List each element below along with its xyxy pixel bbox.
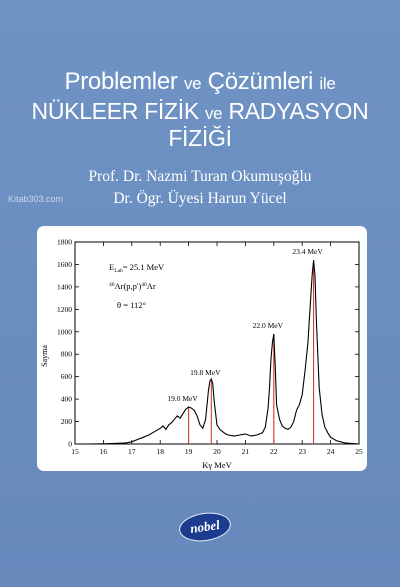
publisher-logo: nobel xyxy=(177,509,233,545)
x-tick-label: 21 xyxy=(242,447,250,456)
y-tick-label: 1400 xyxy=(57,282,72,291)
title-line-2: NÜKLEER FİZİK ve RADYASYON FİZİĞİ xyxy=(0,98,400,152)
watermark: Kitab303.com xyxy=(8,194,64,204)
x-tick-label: 23 xyxy=(298,447,306,456)
author-secondary: Dr. Ögr. Üyesi Harun Yücel xyxy=(113,190,287,207)
y-tick-label: 1200 xyxy=(57,305,72,314)
annotation-reaction-sup1: 40 xyxy=(109,282,115,288)
x-tick-label: 16 xyxy=(100,447,108,456)
y-tick-label: 400 xyxy=(61,395,73,404)
peak-label: 22.0 MeV xyxy=(253,321,284,330)
x-tick-label: 18 xyxy=(156,447,164,456)
annotation-energy-symbol: E xyxy=(109,262,114,272)
x-axis-label: Kγ MeV xyxy=(202,460,232,470)
spectrum-chart-card: 15 16 17 18 19 20 21 22 23 24 25 0 200 400 600 800 1000 1… xyxy=(37,226,367,471)
author-primary: Prof. Dr. Nazmi Turan Okumuşoğlu xyxy=(88,168,312,185)
title-word-ile: ile xyxy=(319,74,336,93)
annotation-reaction-mid: Ar(p,p') xyxy=(115,281,142,291)
legend-annotation: ELab= 25.1 MeV 40Ar(p,p')40Ar θ = 112° xyxy=(109,262,165,310)
peak-labels: 19.0 MeV 19.8 MeV 22.0 MeV 23.4 MeV xyxy=(167,247,323,403)
y-tick-label: 1800 xyxy=(57,238,72,247)
y-tick-label: 1600 xyxy=(57,260,72,269)
peak-label: 19.8 MeV xyxy=(190,368,221,377)
x-tick-label: 17 xyxy=(128,447,136,456)
x-tick-label: 25 xyxy=(355,447,363,456)
y-tick-label: 600 xyxy=(61,372,73,381)
y-tick-label: 200 xyxy=(61,417,73,426)
peak-markers xyxy=(188,259,315,444)
spectrum-chart: 15 16 17 18 19 20 21 22 23 24 25 0 200 400 600 800 1000 1… xyxy=(40,238,363,471)
y-axis-label: Sayma xyxy=(40,345,49,367)
x-tick-label: 20 xyxy=(213,447,221,456)
x-tick-label: 22 xyxy=(270,447,278,456)
title-word-cozumleri: Çözümleri xyxy=(207,68,314,95)
title-word-ve: ve xyxy=(183,74,202,93)
x-tick-label: 15 xyxy=(71,447,79,456)
x-tick-label: 24 xyxy=(327,447,335,456)
annotation-reaction: 40Ar(p,p')40Ar xyxy=(109,281,156,291)
publisher-logo-text: nobel xyxy=(189,517,221,536)
y-tick-label: 1000 xyxy=(57,327,72,336)
annotation-energy-value: = 25.1 MeV xyxy=(123,262,165,272)
annotation-reaction-sup2: 40 xyxy=(141,282,147,288)
title-word-problemler: Problemler xyxy=(64,68,178,95)
title-radyasyon-fizigi: RADYASYON FİZİĞİ xyxy=(168,98,369,151)
x-tick-label: 19 xyxy=(185,447,193,456)
annotation-reaction-end: Ar xyxy=(147,281,156,291)
annotation-theta: θ = 112° xyxy=(117,300,146,310)
y-tick-label: 0 xyxy=(68,440,72,449)
peak-label: 19.0 MeV xyxy=(167,394,198,403)
annotation-energy: ELab= 25.1 MeV xyxy=(109,262,165,274)
annotation-energy-sub: Lab xyxy=(114,268,123,274)
title-nukleer-fizik: NÜKLEER FİZİK xyxy=(31,98,200,124)
y-tick-label: 800 xyxy=(61,350,73,359)
title-word-ve-2: ve xyxy=(204,104,223,123)
peak-label: 23.4 MeV xyxy=(292,247,323,256)
spectrum-series-line xyxy=(75,259,360,445)
title-line-1: Problemler ve Çözümleri ile xyxy=(0,68,400,96)
